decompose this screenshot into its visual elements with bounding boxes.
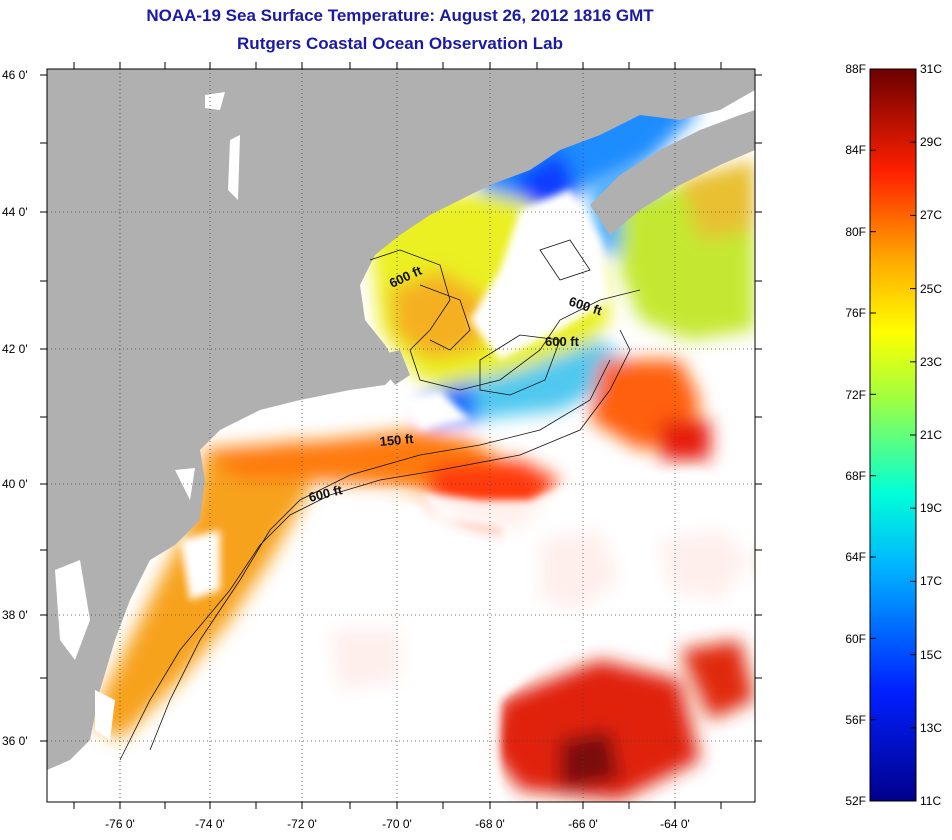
map-title: NOAA-19 Sea Surface Temperature: August …: [146, 6, 654, 25]
lat-label-36: 36 0': [2, 734, 28, 748]
lon-label-64: -64 0': [660, 817, 690, 831]
colorbar-labels: 88F 84F 80F 76F 72F 68F 64F 60F 56F 52F …: [845, 62, 942, 808]
colorbar-f-68: 68F: [845, 469, 866, 483]
map-subtitle: Rutgers Coastal Ocean Observation Lab: [237, 34, 563, 53]
colorbar-c-31: 31C: [920, 62, 942, 76]
colorbar-c-21: 21C: [920, 428, 942, 442]
lon-label-74: -74 0': [195, 817, 225, 831]
colorbar-f-52: 52F: [845, 794, 866, 808]
colorbar-c-13: 13C: [920, 721, 942, 735]
lon-label-76: -76 0': [105, 817, 135, 831]
colorbar-c-15: 15C: [920, 648, 942, 662]
colorbar-c-23: 23C: [920, 355, 942, 369]
map-frame: [46, 68, 756, 803]
colorbar-f-84: 84F: [845, 143, 866, 157]
colorbar-c-17: 17C: [920, 574, 942, 588]
lon-label-72: -72 0': [287, 817, 317, 831]
colorbar-c-29: 29C: [920, 135, 942, 149]
colorbar-f-64: 64F: [845, 550, 866, 564]
colorbar-f-56: 56F: [845, 713, 866, 727]
colorbar-c-19: 19C: [920, 501, 942, 515]
cloud-mask: [130, 190, 755, 800]
colorbar-f-72: 72F: [845, 388, 866, 402]
colorbar-c-27: 27C: [920, 208, 942, 222]
colorbar: [869, 68, 917, 802]
lat-label-38: 38 0': [2, 608, 28, 622]
colorbar-ticks: [870, 68, 916, 802]
colorbar-c-11: 11C: [920, 794, 941, 808]
lat-label-46: 46 0': [2, 68, 28, 82]
contour-label-150: 150 ft: [379, 431, 415, 449]
colorbar-c-25: 25C: [920, 282, 942, 296]
lon-label-68: -68 0': [475, 817, 505, 831]
lon-label-66: -66 0': [568, 817, 598, 831]
lat-label-40: 40 0': [2, 477, 28, 491]
lat-label-44: 44 0': [2, 205, 28, 219]
colorbar-f-76: 76F: [845, 306, 866, 320]
contour-label-600-georges: 600 ft: [545, 334, 580, 349]
inland-water: [55, 92, 240, 740]
colorbar-f-80: 80F: [845, 225, 866, 239]
colorbar-f-88: 88F: [845, 62, 866, 76]
colorbar-f-60: 60F: [845, 632, 866, 646]
land: [47, 69, 755, 770]
isobaths: [119, 239, 641, 761]
axis-ticks: [40, 62, 762, 809]
lon-label-70: -70 0': [382, 817, 412, 831]
lat-label-42: 42 0': [2, 342, 28, 356]
